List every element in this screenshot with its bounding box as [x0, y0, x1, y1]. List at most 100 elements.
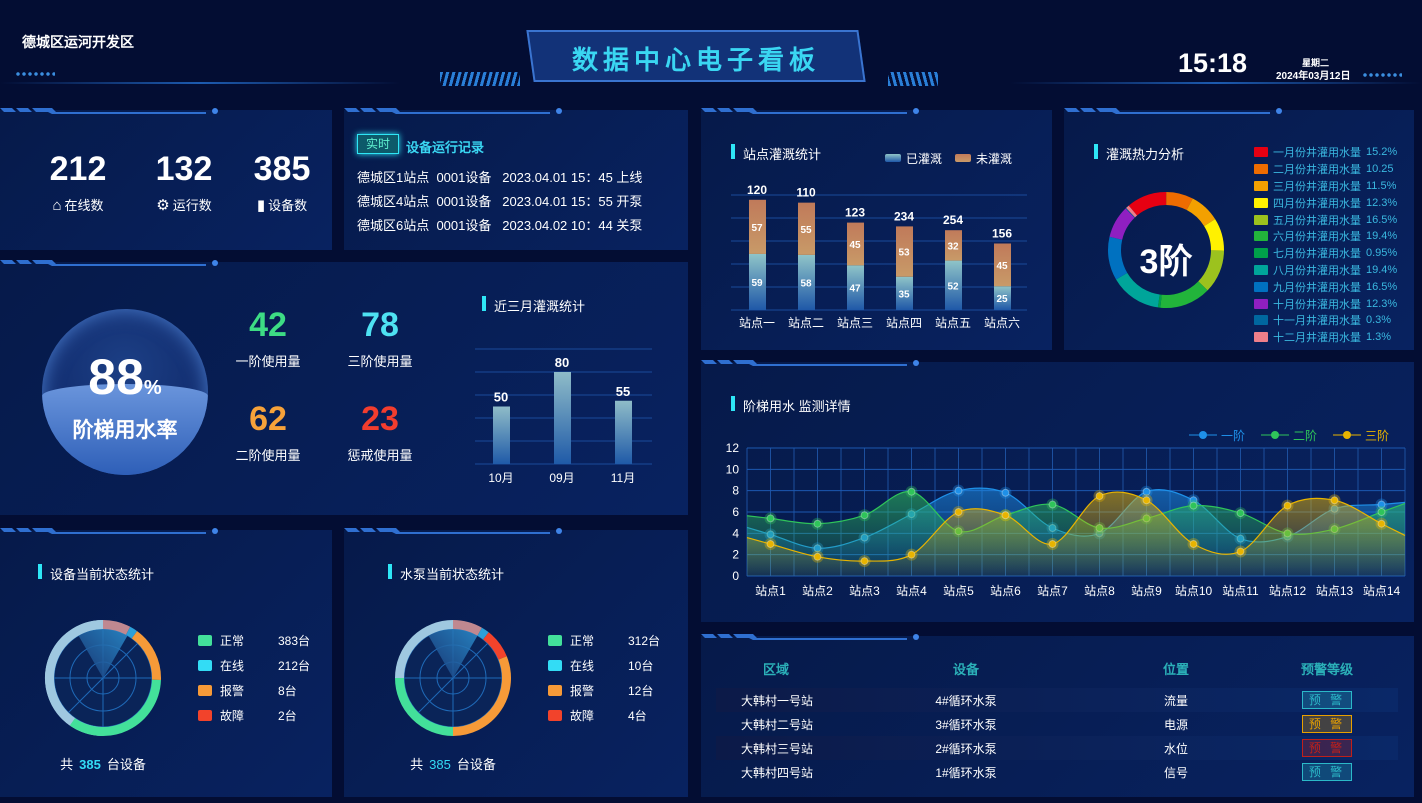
page-title: 数据中心电子看板 — [571, 45, 820, 75]
legend-item: 在线 10台 — [548, 653, 678, 678]
header-device: 设备 — [952, 661, 979, 677]
panel-corner-decoration — [701, 108, 919, 114]
x-tick-label: 站点四 — [886, 316, 922, 330]
data-point[interactable] — [907, 550, 916, 559]
log-title: 设备运行记录 — [406, 140, 485, 155]
data-point[interactable] — [1048, 540, 1057, 548]
ladder-value: 62 — [249, 400, 287, 438]
x-tick-label: 10月 — [488, 471, 513, 485]
segment-label: 47 — [849, 284, 861, 295]
legend-count: 4台 — [628, 709, 647, 723]
total-suffix: 台设备 — [456, 757, 496, 772]
legend-marker — [1199, 431, 1207, 439]
stat-label: 运行数 — [172, 198, 212, 213]
bar-segment-irrigated — [749, 253, 766, 310]
total-label: 254 — [943, 213, 963, 227]
heat-analysis-panel: 灌溉热力分析 3阶 一月份井灌用水量 15.2% 二月份井灌用水量 10.25 三月份井… — [1064, 108, 1414, 350]
total-devices: 共 385 台设备 — [48, 754, 158, 773]
ring-segment — [45, 620, 104, 726]
legend-label: 六月份井灌用水量 — [1273, 231, 1361, 244]
data-point[interactable] — [1236, 509, 1245, 518]
bar-segment-irrigated — [994, 286, 1011, 310]
legend-item: 报警 12台 — [548, 678, 678, 703]
x-tick-label: 站点1 — [755, 584, 786, 598]
legend-label: 三月份井灌用水量 — [1273, 180, 1361, 193]
stats-panel: 212 ⌂ 在线数 132 ⚙ 运行数 385 ▮ 设备数 — [0, 108, 332, 250]
segment-label: 55 — [800, 225, 812, 236]
data-point[interactable] — [1048, 500, 1057, 509]
legend-swatch — [1254, 315, 1268, 326]
panel-corner-decoration — [0, 108, 218, 114]
donut-slice — [1165, 192, 1193, 211]
legend-swatch — [1254, 281, 1268, 292]
data-point[interactable] — [813, 519, 822, 528]
ring-segment — [131, 631, 161, 681]
water-rate-label: 阶梯用水率 — [72, 419, 178, 442]
data-point[interactable] — [1377, 500, 1386, 509]
donut-slice — [1116, 272, 1160, 308]
cell-device: 4#循环水泵 — [935, 693, 997, 708]
cell-position: 水位 — [1163, 741, 1188, 756]
data-point[interactable] — [1095, 492, 1104, 500]
legend-label: 一阶 — [1221, 429, 1245, 443]
data-point[interactable] — [954, 508, 963, 516]
donut-slice — [1203, 219, 1224, 251]
cell-area: 大韩村二号站 — [741, 717, 814, 732]
data-point[interactable] — [1001, 511, 1010, 520]
bar — [615, 400, 632, 464]
log-row: 德城区4站点 0001设备 2023.04.01 15：55 开泵 — [357, 194, 643, 209]
ring-segment — [477, 627, 489, 640]
data-point[interactable] — [1189, 540, 1198, 548]
bar-value-label: 55 — [616, 384, 630, 399]
bar-segment-not-irrigated — [896, 226, 913, 277]
legend-item: 二月份井灌用水量 10.25 — [1254, 161, 1397, 178]
donut-slice — [1126, 205, 1138, 218]
legend-swatch — [1254, 214, 1268, 225]
legend-swatch — [1254, 264, 1268, 275]
data-point[interactable] — [860, 511, 869, 520]
data-point[interactable] — [1189, 501, 1198, 510]
alarm-level-badge[interactable]: 预 警 — [1302, 739, 1352, 757]
bar-segment-irrigated — [847, 265, 864, 310]
region-name: 德城区运河开发区 — [22, 34, 134, 50]
data-point[interactable] — [954, 486, 963, 495]
panel-corner-decoration — [0, 260, 218, 266]
data-point[interactable] — [1283, 501, 1292, 510]
data-point[interactable] — [1236, 547, 1245, 556]
data-point[interactable] — [1377, 519, 1386, 528]
data-point[interactable] — [860, 557, 869, 566]
table-row[interactable]: 大韩村四号站 1#循环水泵 信号 预 警 — [716, 760, 1398, 784]
legend-item: 六月份井灌用水量 19.4% — [1254, 228, 1397, 245]
y-tick-label: 0 — [732, 569, 739, 583]
data-point[interactable] — [1142, 496, 1151, 505]
data-point[interactable] — [907, 487, 916, 496]
legend-label: 故障 — [570, 709, 595, 723]
stat-value: 132 — [155, 150, 213, 188]
alarm-level-badge[interactable]: 预 警 — [1302, 763, 1352, 781]
cell-position: 流量 — [1163, 693, 1188, 708]
data-point[interactable] — [1001, 488, 1010, 497]
ladder-item: 23 惩戒使用量 — [340, 400, 420, 464]
data-point[interactable] — [766, 540, 775, 548]
table-row[interactable]: 大韩村二号站 3#循环水泵 电源 预 警 — [716, 712, 1398, 736]
total-label: 110 — [796, 186, 816, 200]
cell-device: 1#循环水泵 — [935, 765, 997, 780]
data-point[interactable] — [813, 552, 822, 561]
table-row[interactable]: 大韩村一号站 4#循环水泵 流量 预 警 — [716, 688, 1398, 712]
cell-area: 大韩村三号站 — [741, 741, 814, 756]
ladder-monitor-panel: 阶梯用水 监测详情 0 2 4 6 8 10 12 站点1 站点2 站点3 站点4 站点5 站点6 站点7… — [701, 360, 1414, 622]
header-area: 区域 — [762, 661, 789, 677]
alarm-level-badge[interactable]: 预 警 — [1302, 691, 1352, 709]
data-point[interactable] — [1377, 508, 1386, 516]
segment-label: 35 — [898, 289, 910, 300]
dots-decoration — [15, 72, 55, 76]
legend-label: 十二月井灌用水量 — [1273, 332, 1361, 345]
alarm-level-badge[interactable]: 预 警 — [1302, 715, 1352, 733]
legend-item: 正常 312台 — [548, 628, 678, 653]
x-tick-label: 站点三 — [837, 316, 873, 330]
ring-segment — [69, 679, 161, 736]
data-point[interactable] — [1142, 487, 1151, 496]
table-row[interactable]: 大韩村三号站 2#循环水泵 水位 预 警 — [716, 736, 1398, 760]
data-point[interactable] — [766, 514, 775, 523]
data-point[interactable] — [1330, 496, 1339, 505]
